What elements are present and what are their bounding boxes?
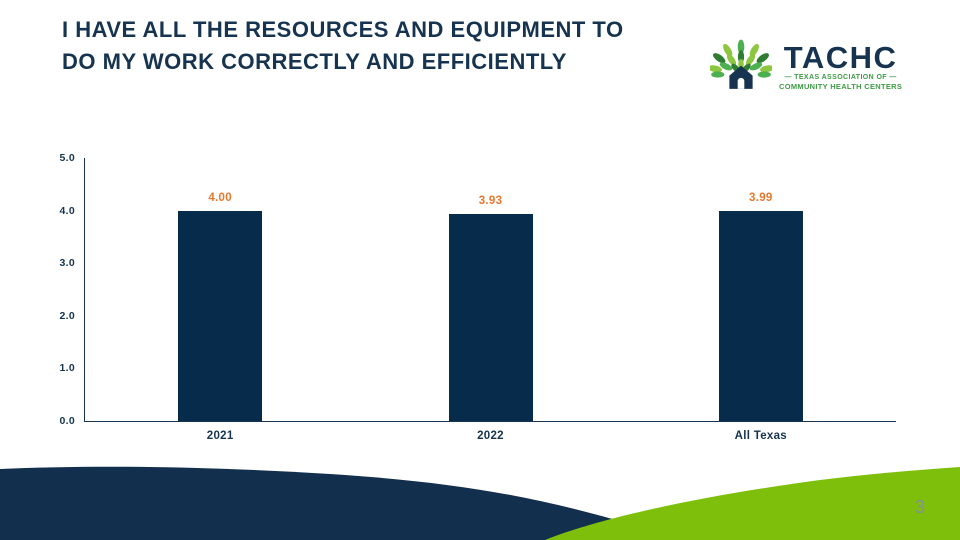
y-axis-tick-label: 2.0 — [59, 309, 75, 322]
slide-title-line-1: I HAVE ALL THE RESOURCES AND EQUIPMENT T… — [62, 17, 624, 42]
tachc-acronym: TACHC — [783, 39, 898, 75]
y-axis-tick-label: 1.0 — [59, 362, 75, 375]
x-axis-category-label: All Texas — [734, 430, 787, 442]
y-axis-tick-label: 3.0 — [59, 257, 75, 270]
bar-column: 3.93 2022 — [448, 158, 533, 442]
x-axis-category-label: 2021 — [206, 430, 234, 442]
y-axis-tick-label: 4.0 — [59, 204, 75, 217]
navy-wave-shape — [0, 466, 680, 540]
bar-data-label: 4.00 — [208, 191, 232, 204]
slide-title-line-2: DO MY WORK CORRECTLY AND EFFICIENTLY — [62, 49, 567, 74]
tachc-logo: TACHC — TEXAS ASSOCIATION OF — COMMUNITY… — [707, 38, 903, 95]
slide-title: I HAVE ALL THE RESOURCES AND EQUIPMENT T… — [62, 14, 712, 78]
x-axis-category-label: 2022 — [477, 430, 504, 442]
tachc-logo-text: TACHC — TEXAS ASSOCIATION OF — COMMUNITY… — [779, 39, 903, 91]
bar-chart-plot-area: 5.0 4.0 3.0 2.0 1.0 0.0 4.00 2021 3.93 2022 3.99 Al… — [60, 152, 896, 442]
bar-column: 4.00 2021 — [178, 158, 263, 442]
bottom-wave-decoration — [0, 466, 960, 540]
tachc-tree-house-icon — [707, 38, 775, 95]
bar-column: 3.99 All Texas — [718, 158, 803, 442]
page-number: 3 — [915, 497, 926, 517]
bar — [718, 211, 803, 421]
bar-data-label: 3.99 — [749, 192, 773, 205]
bar-data-label: 3.93 — [478, 195, 503, 208]
green-wave-shape — [545, 467, 960, 540]
bar — [448, 214, 533, 421]
y-axis-tick-label: 0.0 — [59, 415, 75, 427]
tachc-tagline-line-1: — TEXAS ASSOCIATION OF — — [784, 73, 897, 81]
y-axis-tick-label: 5.0 — [59, 152, 75, 164]
bar — [178, 210, 263, 421]
tachc-tagline-line-2: COMMUNITY HEALTH CENTERS — [779, 81, 903, 91]
